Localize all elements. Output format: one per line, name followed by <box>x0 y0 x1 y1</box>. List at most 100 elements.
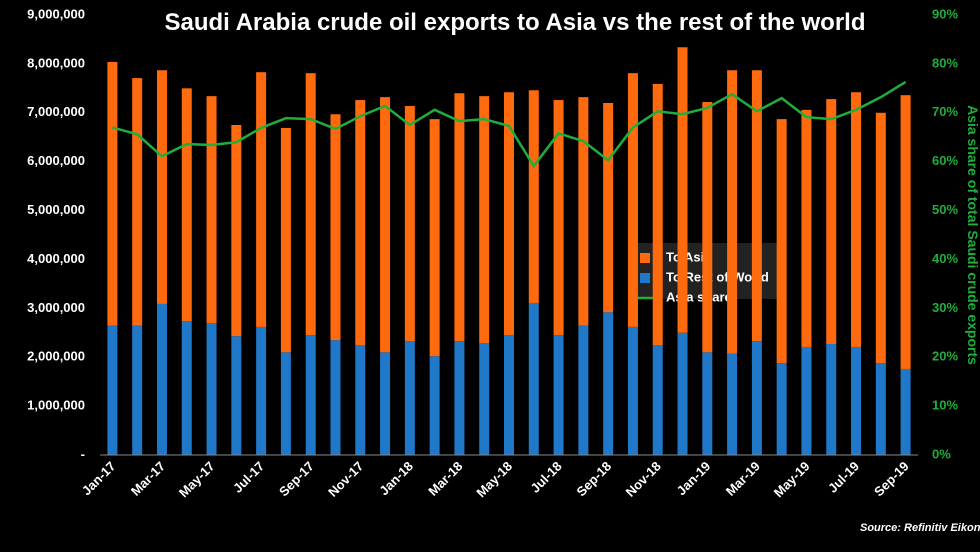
bar <box>900 368 911 455</box>
legend-label: To Rest of World <box>666 269 769 284</box>
x-tick-label: Sep-17 <box>276 459 317 500</box>
bar <box>380 352 391 455</box>
bar <box>330 114 341 341</box>
bar <box>206 323 217 455</box>
bar <box>875 112 886 364</box>
line-series <box>112 80 907 169</box>
x-tick-label: Nov-18 <box>623 459 664 500</box>
y2-tick-label: 30% <box>932 300 958 315</box>
bar <box>702 352 713 455</box>
bar <box>776 119 787 364</box>
y2-tick-label: 60% <box>932 153 958 168</box>
bar <box>578 97 589 326</box>
bar <box>627 326 638 455</box>
bar <box>504 92 514 336</box>
bar <box>875 363 886 455</box>
y-tick-label: 6,000,000 <box>27 153 85 168</box>
bar <box>528 90 539 303</box>
x-tick-label: Mar-19 <box>723 459 763 499</box>
bar <box>652 345 663 455</box>
x-tick-label: Nov-17 <box>325 459 366 500</box>
y-tick-label: 1,000,000 <box>27 398 85 413</box>
x-tick-label: Jan-18 <box>376 459 416 499</box>
x-tick-label: Sep-18 <box>574 459 615 500</box>
bar <box>429 356 440 455</box>
bar <box>578 325 589 455</box>
bar <box>280 127 291 353</box>
x-tick-label: Jan-17 <box>79 459 119 499</box>
bar <box>305 73 316 336</box>
y-tick-label: 3,000,000 <box>27 300 85 315</box>
y2-tick-label: 70% <box>932 104 958 119</box>
x-tick-label: Jul-18 <box>528 459 565 496</box>
bar <box>280 352 291 455</box>
y-tick-label: 7,000,000 <box>27 104 85 119</box>
bar <box>727 353 738 455</box>
x-tick-label: May-18 <box>473 459 515 501</box>
bar <box>851 92 862 347</box>
bar <box>776 363 787 455</box>
y-tick-label: 2,000,000 <box>27 349 85 364</box>
bar <box>454 93 465 342</box>
bar <box>479 96 490 344</box>
bar <box>256 326 267 455</box>
source-note: Source: Refinitiv Eikon <box>860 522 980 534</box>
y-tick-label: - <box>81 446 85 461</box>
bar <box>553 335 564 455</box>
bar <box>454 341 465 455</box>
x-tick-label: May-17 <box>176 459 218 501</box>
bar <box>107 61 118 326</box>
bar <box>404 105 415 342</box>
bar <box>826 344 837 455</box>
bar <box>479 343 490 455</box>
bar <box>801 109 812 347</box>
bar <box>181 321 192 455</box>
y2-tick-label: 20% <box>932 349 958 364</box>
y2-axis-title: Asia share of total Saudi crude exports <box>965 105 980 365</box>
bar <box>801 346 812 455</box>
legend-swatch <box>640 273 650 283</box>
bar <box>355 345 366 455</box>
x-tick-label: Sep-19 <box>871 459 912 500</box>
bar <box>156 303 167 455</box>
bar <box>231 336 242 455</box>
y-tick-label: 9,000,000 <box>27 6 85 21</box>
bar <box>206 96 217 324</box>
bar <box>256 72 267 327</box>
bar <box>355 100 366 345</box>
x-tick-label: Mar-18 <box>425 459 465 499</box>
bar <box>603 312 614 455</box>
y-tick-label: 8,000,000 <box>27 55 85 70</box>
y2-tick-label: 0% <box>932 446 951 461</box>
bar <box>652 83 663 345</box>
legend-label: Asia share <box>666 289 732 304</box>
bar <box>231 125 242 337</box>
bar <box>132 78 143 326</box>
chart-title: Saudi Arabia crude oil exports to Asia v… <box>164 9 865 36</box>
legend-swatch <box>640 253 650 263</box>
bar <box>330 340 341 455</box>
bar <box>826 99 837 345</box>
bar <box>404 341 415 455</box>
y2-tick-label: 90% <box>932 6 958 21</box>
bar <box>751 70 762 342</box>
bar <box>677 47 688 333</box>
x-tick-label: Jul-17 <box>230 459 267 496</box>
bar <box>751 341 762 455</box>
bar <box>181 88 192 322</box>
bar <box>380 97 391 353</box>
bar <box>900 95 911 369</box>
y-tick-label: 4,000,000 <box>27 251 85 266</box>
bar <box>627 73 638 327</box>
bar <box>702 102 713 353</box>
y2-tick-label: 50% <box>932 202 958 217</box>
x-tick-label: Mar-17 <box>128 459 168 499</box>
bar <box>603 103 614 313</box>
y2-tick-label: 80% <box>932 55 958 70</box>
x-tick-label: Jul-19 <box>825 459 862 496</box>
bar <box>156 70 167 304</box>
bar <box>107 325 118 455</box>
bar <box>528 302 539 455</box>
